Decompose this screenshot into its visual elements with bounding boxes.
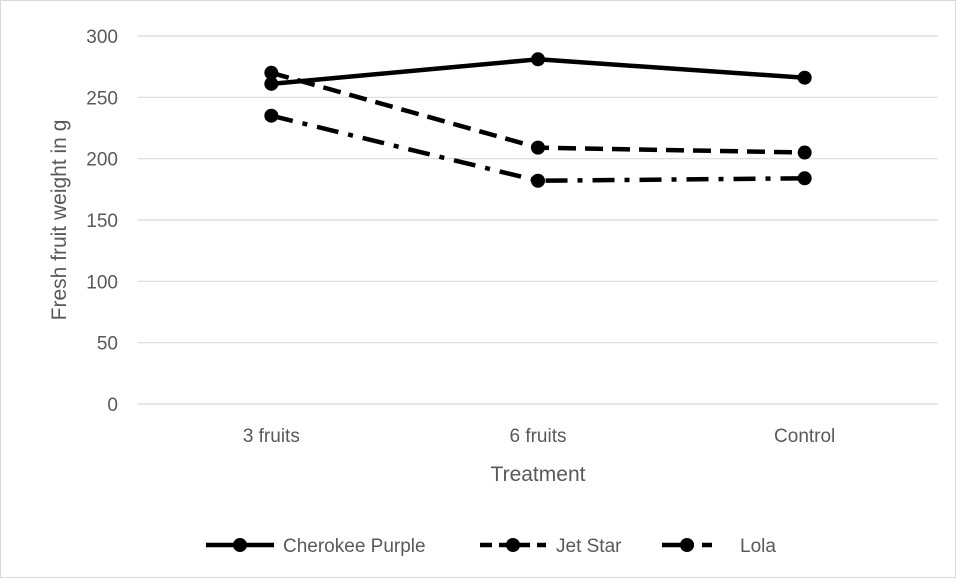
legend-item: Lola: [662, 536, 776, 557]
series-cherokee-purple: [264, 52, 812, 91]
series-jet-star: [264, 65, 812, 160]
data-point: [264, 76, 279, 91]
x-tick-label: Control: [774, 426, 835, 447]
data-point: [531, 173, 545, 188]
data-point: [531, 140, 545, 155]
y-tick-labels: 0 50 100 150 200 250 300: [86, 27, 118, 416]
series-lola: [264, 108, 812, 188]
legend-label: Lola: [740, 536, 776, 557]
legend: Cherokee Purple Jet Star Lola: [206, 536, 776, 557]
gridlines: [138, 35, 938, 405]
data-point: [797, 145, 812, 160]
legend-item: Cherokee Purple: [206, 536, 426, 557]
y-axis-title: Fresh fruit weight in g: [48, 120, 71, 321]
y-tick-label: 200: [86, 150, 118, 171]
legend-marker: [506, 538, 520, 552]
y-tick-label: 300: [86, 27, 118, 48]
x-axis-title: Treatment: [491, 463, 586, 486]
legend-item: Jet Star: [480, 536, 622, 557]
data-point: [264, 65, 279, 80]
data-point: [531, 52, 545, 67]
x-tick-label: 6 fruits: [509, 426, 566, 447]
y-tick-label: 150: [86, 211, 118, 232]
data-point: [264, 108, 279, 123]
legend-label: Cherokee Purple: [283, 536, 426, 557]
y-tick-label: 250: [86, 88, 118, 109]
legend-marker: [680, 538, 694, 552]
y-tick-label: 50: [97, 334, 118, 355]
y-tick-label: 0: [107, 395, 118, 416]
y-tick-label: 100: [86, 272, 118, 293]
x-tick-labels: 3 fruits 6 fruits Control: [243, 426, 835, 447]
series-line: [270, 70, 805, 155]
legend-marker: [233, 538, 247, 552]
legend-label: Jet Star: [556, 536, 622, 557]
data-point: [797, 171, 812, 186]
data-point: [797, 70, 812, 85]
series-lines: [264, 52, 812, 188]
x-tick-label: 3 fruits: [243, 426, 300, 447]
